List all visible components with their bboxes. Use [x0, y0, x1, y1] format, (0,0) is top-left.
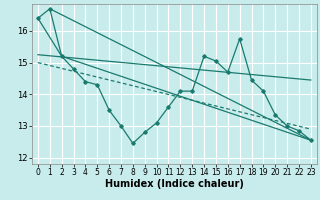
X-axis label: Humidex (Indice chaleur): Humidex (Indice chaleur) [105, 179, 244, 189]
